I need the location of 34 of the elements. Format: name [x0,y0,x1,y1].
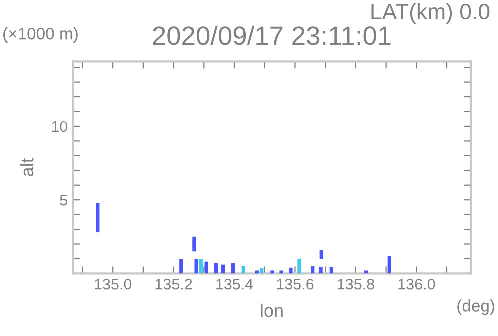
bar [199,258,203,274]
bar [221,264,226,274]
y-tick-label: 5 [60,195,68,206]
bar [204,262,208,274]
bar [270,270,274,274]
bar [289,268,293,274]
text: (deg) [458,300,494,316]
x-tick-label: 136.0 [398,278,436,290]
chart-title: 2020/09/17 23:11:01 [153,26,391,46]
bar [298,258,302,274]
bar [280,270,284,274]
bar [180,258,184,274]
bar [231,263,236,274]
bar [320,250,324,259]
y-axis-title: alt [20,158,34,176]
bar [330,267,334,274]
bar [388,256,392,274]
bar [214,263,218,274]
bar [319,267,323,274]
x-tick-label: 135.8 [338,278,374,290]
bar [242,266,246,274]
y-tick-label: 10 [52,121,68,132]
bar [194,258,198,274]
chart-subtitle: LAT(km) 0.0 [372,3,490,24]
x-tick-label: 135.0 [95,278,132,290]
text: (×1000 m) [4,28,78,44]
bar [311,266,315,274]
bar [192,236,196,252]
bar [260,268,264,274]
bar [96,203,100,232]
x-tick-label: 135.2 [156,278,192,290]
x-axis-title: lon [261,304,283,318]
x-tick-label: 135.4 [216,278,254,290]
x-tick-label: 135.6 [277,278,314,290]
